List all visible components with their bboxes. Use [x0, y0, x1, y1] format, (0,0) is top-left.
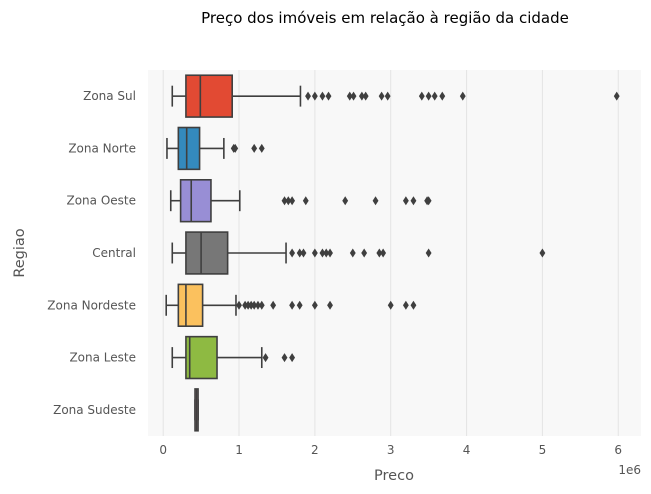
- outlier-point: [425, 248, 432, 258]
- outlier-point: [236, 300, 242, 310]
- iqr-box: [185, 231, 229, 275]
- iqr-box: [177, 283, 204, 328]
- y-axis-label: Regiao: [12, 228, 28, 277]
- outlier-point: [289, 248, 296, 258]
- y-tick-label: Zona Leste: [69, 351, 136, 365]
- outlier-point: [410, 196, 417, 206]
- outlier-point: [342, 196, 349, 206]
- outlier-point: [296, 300, 303, 310]
- x-tick-label: 1: [235, 443, 243, 457]
- box-group: [165, 283, 417, 328]
- outlier-point: [358, 91, 365, 101]
- y-tick-label: Zona Sudeste: [53, 403, 136, 417]
- outlier-point: [384, 91, 391, 101]
- outlier-point: [305, 91, 311, 101]
- box-group: [171, 231, 546, 275]
- outlier-point: [378, 91, 385, 101]
- outlier-point: [349, 248, 356, 258]
- x-tick-label: 2: [311, 443, 319, 457]
- outlier-point: [245, 300, 252, 310]
- y-tick-label: Zona Sul: [83, 89, 136, 103]
- iqr-box: [185, 74, 233, 118]
- x-tick-label: 4: [463, 443, 471, 457]
- box-group: [171, 74, 620, 118]
- outlier-point: [402, 196, 409, 206]
- box-group: [171, 335, 296, 380]
- outlier-point: [319, 91, 326, 101]
- y-tick-label: Zona Norte: [68, 141, 136, 155]
- outlier-point: [232, 143, 239, 153]
- outlier-point: [251, 143, 258, 153]
- y-tick-label: Zona Nordeste: [47, 298, 136, 312]
- outlier-point: [289, 196, 296, 206]
- outlier-point: [327, 300, 333, 310]
- box-group: [166, 126, 265, 171]
- box-series-layer: [165, 74, 620, 432]
- outlier-point: [281, 353, 288, 363]
- x-tick-labels: 0 1 2 3 4 5 6: [159, 443, 622, 457]
- outlier-point: [325, 91, 332, 101]
- outlier-point: [281, 196, 288, 206]
- outlier-point: [376, 248, 383, 258]
- outlier-point: [402, 300, 409, 310]
- outlier-point: [346, 91, 353, 101]
- outlier-point: [380, 248, 387, 258]
- outlier-point: [327, 248, 333, 258]
- outlier-point: [539, 248, 546, 258]
- outlier-point: [613, 91, 620, 101]
- outlier-point: [350, 91, 357, 101]
- outlier-point: [255, 300, 261, 310]
- x-axis-offset-label: 1e6: [618, 463, 641, 477]
- y-tick-label: Central: [92, 246, 136, 260]
- x-tick-label: 3: [387, 443, 395, 457]
- outlier-point: [311, 91, 318, 101]
- outlier-point: [311, 300, 318, 310]
- iqr-box: [177, 126, 201, 171]
- outlier-point: [459, 91, 466, 101]
- outlier-point: [431, 91, 438, 101]
- iqr-box: [185, 335, 218, 380]
- outlier-point: [270, 300, 277, 310]
- x-tick-label: 0: [159, 443, 167, 457]
- outlier-point: [296, 248, 303, 258]
- box-group: [194, 388, 199, 432]
- outlier-point: [300, 248, 307, 258]
- outlier-point: [439, 91, 446, 101]
- outlier-point: [319, 248, 326, 258]
- box-group: [169, 179, 432, 223]
- outlier-point: [418, 91, 425, 101]
- outlier-point: [262, 353, 269, 363]
- outlier-point: [289, 353, 296, 363]
- outlier-point: [258, 143, 265, 153]
- x-tick-label: 6: [614, 443, 622, 457]
- outlier-point: [425, 196, 432, 206]
- outlier-point: [285, 196, 292, 206]
- outlier-point: [248, 300, 255, 310]
- chart-title: Preço dos imóveis em relação à região da…: [201, 9, 569, 27]
- outlier-point: [362, 91, 369, 101]
- outlier-point: [410, 300, 417, 310]
- outlier-point: [372, 196, 379, 206]
- outlier-point: [311, 248, 318, 258]
- iqr-box: [179, 179, 212, 223]
- outlier-point: [425, 91, 432, 101]
- y-tick-label: Zona Oeste: [66, 194, 136, 208]
- x-tick-label: 5: [539, 443, 547, 457]
- outlier-point: [302, 196, 309, 206]
- outlier-point: [361, 248, 368, 258]
- outlier-point: [289, 300, 296, 310]
- outlier-point: [242, 300, 249, 310]
- outlier-point: [258, 300, 265, 310]
- outlier-point: [251, 300, 258, 310]
- x-axis-label: Preco: [374, 468, 414, 484]
- y-tick-labels: Zona Sul Zona Norte Zona Oeste Central Zona …: [47, 89, 136, 417]
- outlier-point: [323, 248, 330, 258]
- outlier-point: [387, 300, 394, 310]
